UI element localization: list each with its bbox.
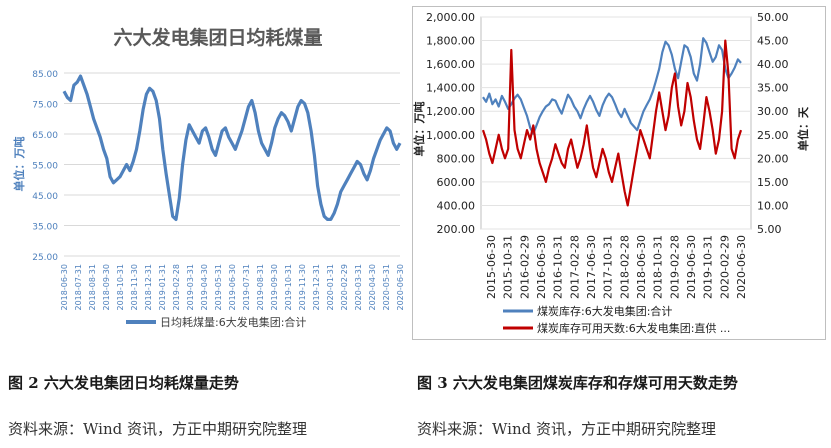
left-x-tick-label: 2019-10-31 xyxy=(284,264,293,311)
right-left-axis-label: 单位：万吨 xyxy=(413,102,426,157)
right-y-tick-label: 200.00 xyxy=(437,223,476,236)
left-chart-title: 六大发电集团日均耗煤量 xyxy=(113,26,322,49)
left-x-tick-label: 2018-07-31 xyxy=(74,264,83,311)
left-x-tick-label: 2019-01-31 xyxy=(158,264,167,311)
right-x-tick-label: 2020-02-29 xyxy=(718,235,731,299)
coal-inventory-chart: 单位：万吨 单位：天 2,000.00 1,800.00 1,600.00 1,400… xyxy=(412,6,826,340)
right-y-tick-label: 2,000.00 xyxy=(426,11,475,24)
right-legend: 煤炭库存:6大发电集团:合计 煤炭库存可用天数:6大发电集团:直供 ... xyxy=(503,304,730,335)
left-y-tick-label: 45.00 xyxy=(32,192,58,202)
right-y-tick-label: 600.00 xyxy=(437,176,476,189)
right-y2-tick-label: 20.00 xyxy=(757,152,789,165)
right-y2-tick-label: 15.00 xyxy=(757,176,789,189)
left-x-tick-label: 2019-07-31 xyxy=(242,264,251,311)
left-x-tick-label: 2018-06-30 xyxy=(60,264,69,311)
right-y-tick-label: 1,800.00 xyxy=(426,35,475,48)
left-y-tick-label: 55.00 xyxy=(32,162,58,172)
left-x-tick-label: 2020-05-31 xyxy=(382,264,391,311)
left-x-tick-label: 2020-03-31 xyxy=(354,264,363,311)
right-inventory-line xyxy=(482,37,742,135)
right-days-line xyxy=(481,39,743,207)
right-x-tick-label: 2017-06-30 xyxy=(585,235,598,299)
left-y-tick-label: 75.00 xyxy=(32,101,58,111)
left-series-line xyxy=(62,74,402,221)
right-y-tick-label: 400.00 xyxy=(437,199,476,212)
left-x-tick-label: 2019-09-30 xyxy=(270,264,279,311)
right-y-tick-label: 1,200.00 xyxy=(426,105,475,118)
left-x-tick-label: 2019-03-31 xyxy=(186,264,195,311)
right-x-tick-label: 2018-02-28 xyxy=(618,235,631,299)
left-x-tick-label: 2020-02-29 xyxy=(340,264,349,311)
right-x-tick-label: 2017-10-31 xyxy=(602,235,615,299)
left-x-tick-label: 2019-08-31 xyxy=(256,264,265,311)
right-y2-tick-label: 35.00 xyxy=(757,82,789,95)
left-x-tick-label: 2020-06-30 xyxy=(396,264,405,311)
left-y-tick-label: 65.00 xyxy=(32,131,58,141)
figure-3-source: 资料来源：Wind 资讯，方正中期研究院整理 xyxy=(417,420,716,438)
right-y2-tick-label: 40.00 xyxy=(757,58,789,71)
left-x-tick-label: 2018-12-31 xyxy=(144,264,153,311)
left-x-tick-label: 2019-04-30 xyxy=(200,264,209,311)
left-x-tick-label: 2018-08-31 xyxy=(88,264,97,311)
right-y2-tick-label: 30.00 xyxy=(757,105,789,118)
left-x-tick-label: 2018-09-30 xyxy=(102,264,111,311)
right-y2-tick-label: 10.00 xyxy=(757,199,789,212)
left-x-tick-label: 2020-01-31 xyxy=(326,264,335,311)
right-x-tick-label: 2016-10-31 xyxy=(552,235,565,299)
right-x-tick-label: 2018-06-30 xyxy=(635,235,648,299)
right-x-tick-label: 2019-02-28 xyxy=(668,235,681,299)
right-y2-tick-label: 45.00 xyxy=(757,35,789,48)
right-y-tick-label: 1,400.00 xyxy=(426,82,475,95)
left-y-axis-label: 单位：万吨 xyxy=(12,137,26,192)
right-x-tick-label: 2015-06-30 xyxy=(485,235,498,299)
left-x-tick-label: 2019-12-31 xyxy=(312,264,321,311)
right-legend-label-inventory: 煤炭库存:6大发电集团:合计 xyxy=(537,304,672,318)
figure-3-caption: 图 3 六大发电集团煤炭库存和存煤可用天数走势 xyxy=(417,374,738,392)
left-x-tick-label: 2019-06-30 xyxy=(228,264,237,311)
coal-inventory-svg: 单位：万吨 单位：天 2,000.00 1,800.00 1,600.00 1,400… xyxy=(412,11,810,335)
figure-2-caption: 图 2 六大发电集团日均耗煤量走势 xyxy=(8,374,239,392)
left-x-tick-label: 2019-02-28 xyxy=(172,264,181,311)
right-x-tick-label: 2019-06-30 xyxy=(685,235,698,299)
left-x-tick-label: 2018-10-31 xyxy=(116,264,125,311)
right-y2-tick-label: 50.00 xyxy=(757,11,789,24)
right-x-tick-label: 2015-10-31 xyxy=(502,235,515,299)
right-y-tick-label: 1,000.00 xyxy=(426,129,475,142)
left-y-tick-label: 85.00 xyxy=(32,70,58,80)
left-y-tick-label: 35.00 xyxy=(32,223,58,233)
right-y2-tick-label: 25.00 xyxy=(757,129,789,142)
right-x-tick-label: 2020-06-30 xyxy=(735,235,748,299)
right-x-tick-label: 2016-06-30 xyxy=(535,235,548,299)
right-x-tick-label: 2019-10-31 xyxy=(702,235,715,299)
left-x-tick-label: 2019-11-30 xyxy=(298,264,307,311)
right-right-axis-label: 单位：天 xyxy=(796,106,810,151)
right-x-tick-label: 2017-02-28 xyxy=(568,235,581,299)
figure-2-source: 资料来源：Wind 资讯，方正中期研究院整理 xyxy=(8,420,307,438)
left-x-tick-label: 2019-05-31 xyxy=(214,264,223,311)
daily-coal-consumption-chart: 六大发电集团日均耗煤量 单位：万吨 85.00 75.00 65.00 55.00 45… xyxy=(4,6,406,338)
left-legend-label: 日均耗煤量:6大发电集团:合计 xyxy=(160,315,306,329)
right-x-tick-label: 2016-02-29 xyxy=(518,235,531,299)
right-y2-tick-label: 5.00 xyxy=(757,223,782,236)
right-x-tick-label: 2018-10-31 xyxy=(652,235,665,299)
right-y-tick-label: 800.00 xyxy=(437,152,476,165)
right-legend-label-days: 煤炭库存可用天数:6大发电集团:直供 ... xyxy=(537,321,730,335)
left-x-tick-label: 2018-11-30 xyxy=(130,264,139,311)
left-legend: 日均耗煤量:6大发电集团:合计 xyxy=(126,315,306,329)
left-y-tick-label: 25.00 xyxy=(32,253,58,263)
right-y-tick-label: 1,600.00 xyxy=(426,58,475,71)
daily-coal-consumption-svg: 六大发电集团日均耗煤量 单位：万吨 85.00 75.00 65.00 55.00 45… xyxy=(12,26,405,329)
left-x-tick-label: 2020-04-30 xyxy=(368,264,377,311)
